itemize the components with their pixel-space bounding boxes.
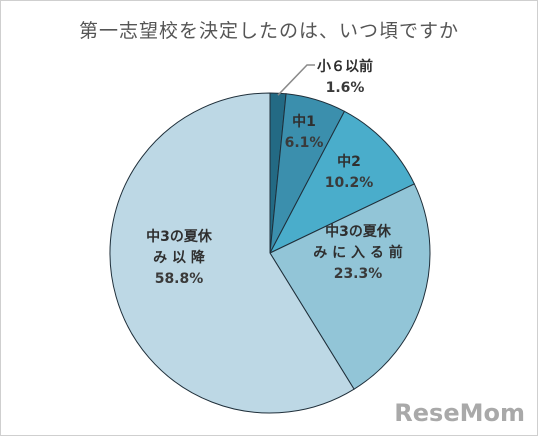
- slice-value-label: 10.2%: [325, 175, 374, 191]
- pie-slice: [109, 92, 355, 414]
- pie-slice: [268, 110, 416, 255]
- slice-label: 中1: [292, 113, 316, 130]
- slice-label: み に 入 る 前: [313, 244, 403, 261]
- slice-label: 中2: [337, 153, 361, 170]
- slice-value-label: 23.3%: [334, 266, 383, 282]
- slice-label: 中3の夏休: [146, 228, 213, 245]
- slice-label: 中3の夏休: [325, 223, 392, 240]
- resemom-logo: ReseMom: [394, 399, 525, 427]
- slice-label: 小６以前: [317, 58, 373, 75]
- chart-title: 第一志望校を決定したのは、いつ頃ですか: [78, 20, 459, 42]
- slice-value-label: 58.8%: [155, 271, 204, 287]
- leader-line: [277, 64, 315, 96]
- slice-value-label: 6.1%: [285, 135, 324, 151]
- slice-label: み 以 降: [153, 249, 206, 266]
- pie-slice: [269, 183, 431, 390]
- slice-value-label: 1.6%: [326, 80, 365, 96]
